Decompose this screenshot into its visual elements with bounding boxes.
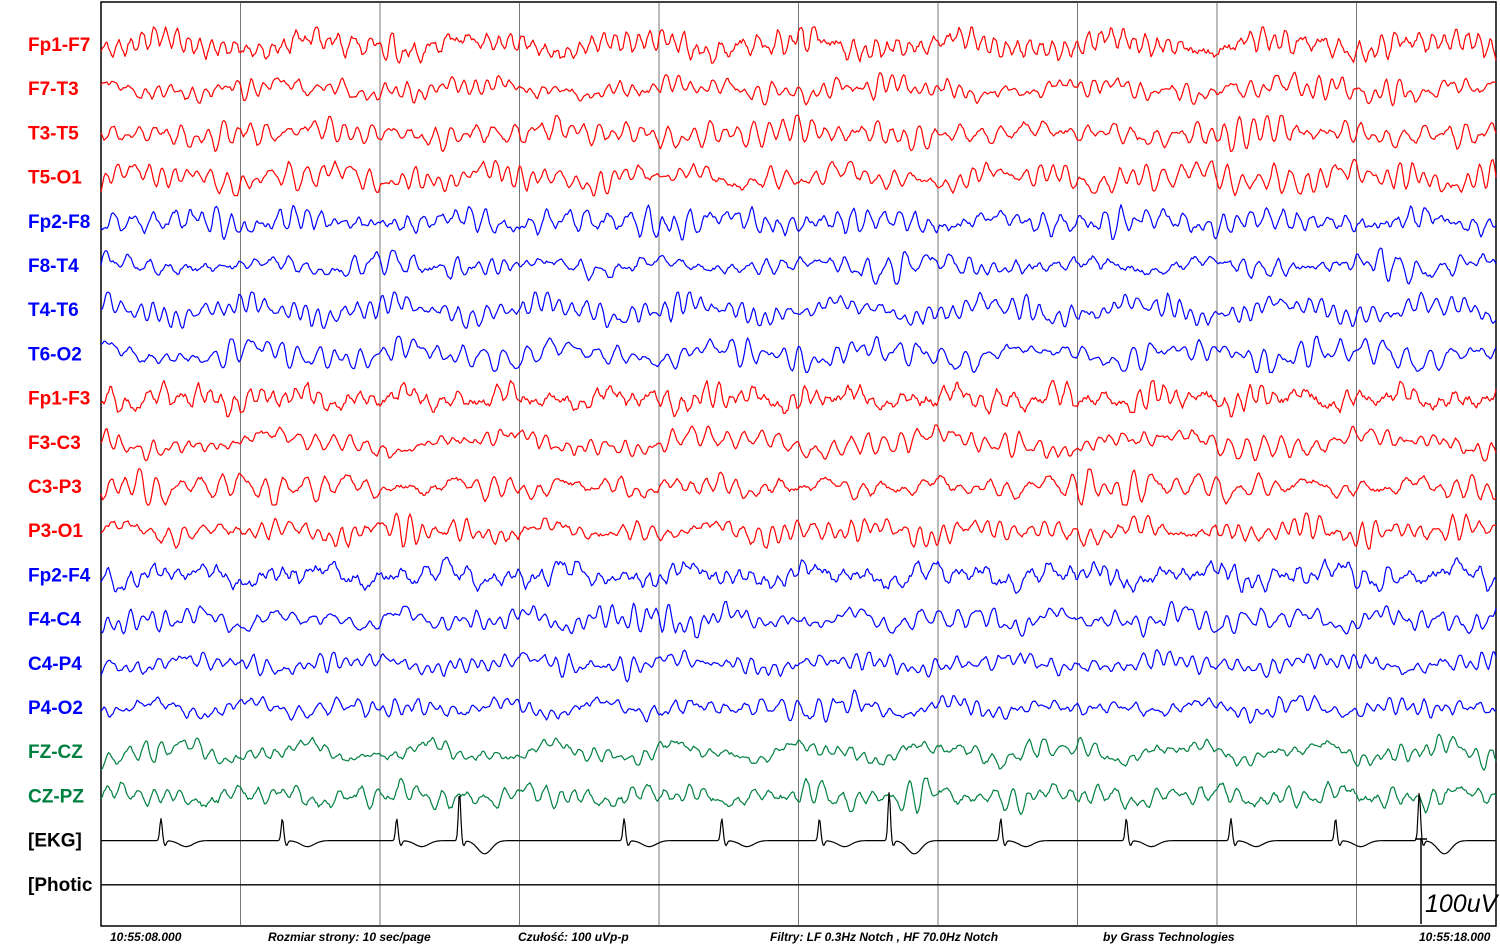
channel-trace [100, 601, 1497, 639]
channel-label: F4-C4 [28, 610, 81, 631]
channel-label: Fp1-F3 [28, 389, 90, 410]
channel-trace [100, 733, 1497, 771]
channel-label: C4-P4 [28, 654, 82, 675]
channel-trace [100, 556, 1497, 594]
channel-label: T5-O1 [28, 168, 82, 189]
eeg-traces [100, 26, 1497, 886]
scale-bar: 100uV [1415, 838, 1500, 924]
grid-lines [240, 2, 1357, 926]
channel-trace [100, 291, 1497, 329]
channel-trace [100, 114, 1497, 152]
channel-label: C3-P3 [28, 477, 82, 498]
channel-label: P4-O2 [28, 698, 83, 719]
channel-label: F3-C3 [28, 433, 81, 454]
channel-label: Fp1-F7 [28, 35, 90, 56]
channel-trace [100, 204, 1497, 241]
channel-label: F8-T4 [28, 256, 79, 277]
channel-trace [100, 247, 1497, 285]
channel-trace [100, 777, 1497, 815]
channel-label: Fp2-F4 [28, 565, 91, 586]
channel-trace [100, 159, 1497, 197]
sensitivity-info: Czułość: 100 uVp-p [518, 930, 629, 944]
channel-labels: Fp1-F7 F7-T3 T3-T5 T5-O1 Fp2-F8 F8-T4 T4-T6 T6-… [28, 35, 93, 896]
channel-label: Fp2-F8 [28, 212, 90, 233]
channel-trace [100, 649, 1497, 683]
scale-bar-label: 100uV [1425, 890, 1500, 918]
channel-trace [100, 512, 1497, 550]
channel-label: [Photic [28, 875, 93, 896]
page-size-info: Rozmiar strony: 10 sec/page [268, 930, 431, 944]
channel-trace [101, 792, 1496, 855]
channel-label: T3-T5 [28, 123, 79, 144]
channel-label: [EKG] [28, 831, 82, 852]
channel-label: P3-O1 [28, 521, 83, 542]
channel-trace [100, 424, 1497, 462]
channel-trace [100, 689, 1497, 724]
filters-info: Filtry: LF 0.3Hz Notch , HF 70.0Hz Notch [770, 930, 998, 944]
channel-label: T6-O2 [28, 344, 82, 365]
channel-trace [100, 26, 1497, 64]
channel-label: CZ-PZ [28, 786, 84, 807]
channel-trace [100, 71, 1497, 107]
channel-trace [100, 380, 1497, 418]
channel-trace [100, 335, 1497, 373]
time-start: 10:55:08.000 [110, 930, 182, 944]
channel-label: F7-T3 [28, 79, 79, 100]
channel-label: T4-T6 [28, 300, 79, 321]
channel-label: FZ-CZ [28, 742, 83, 763]
time-end: 10:55:18.000 [1419, 930, 1491, 944]
vendor-info: by Grass Technologies [1103, 930, 1235, 944]
channel-trace [100, 468, 1497, 506]
